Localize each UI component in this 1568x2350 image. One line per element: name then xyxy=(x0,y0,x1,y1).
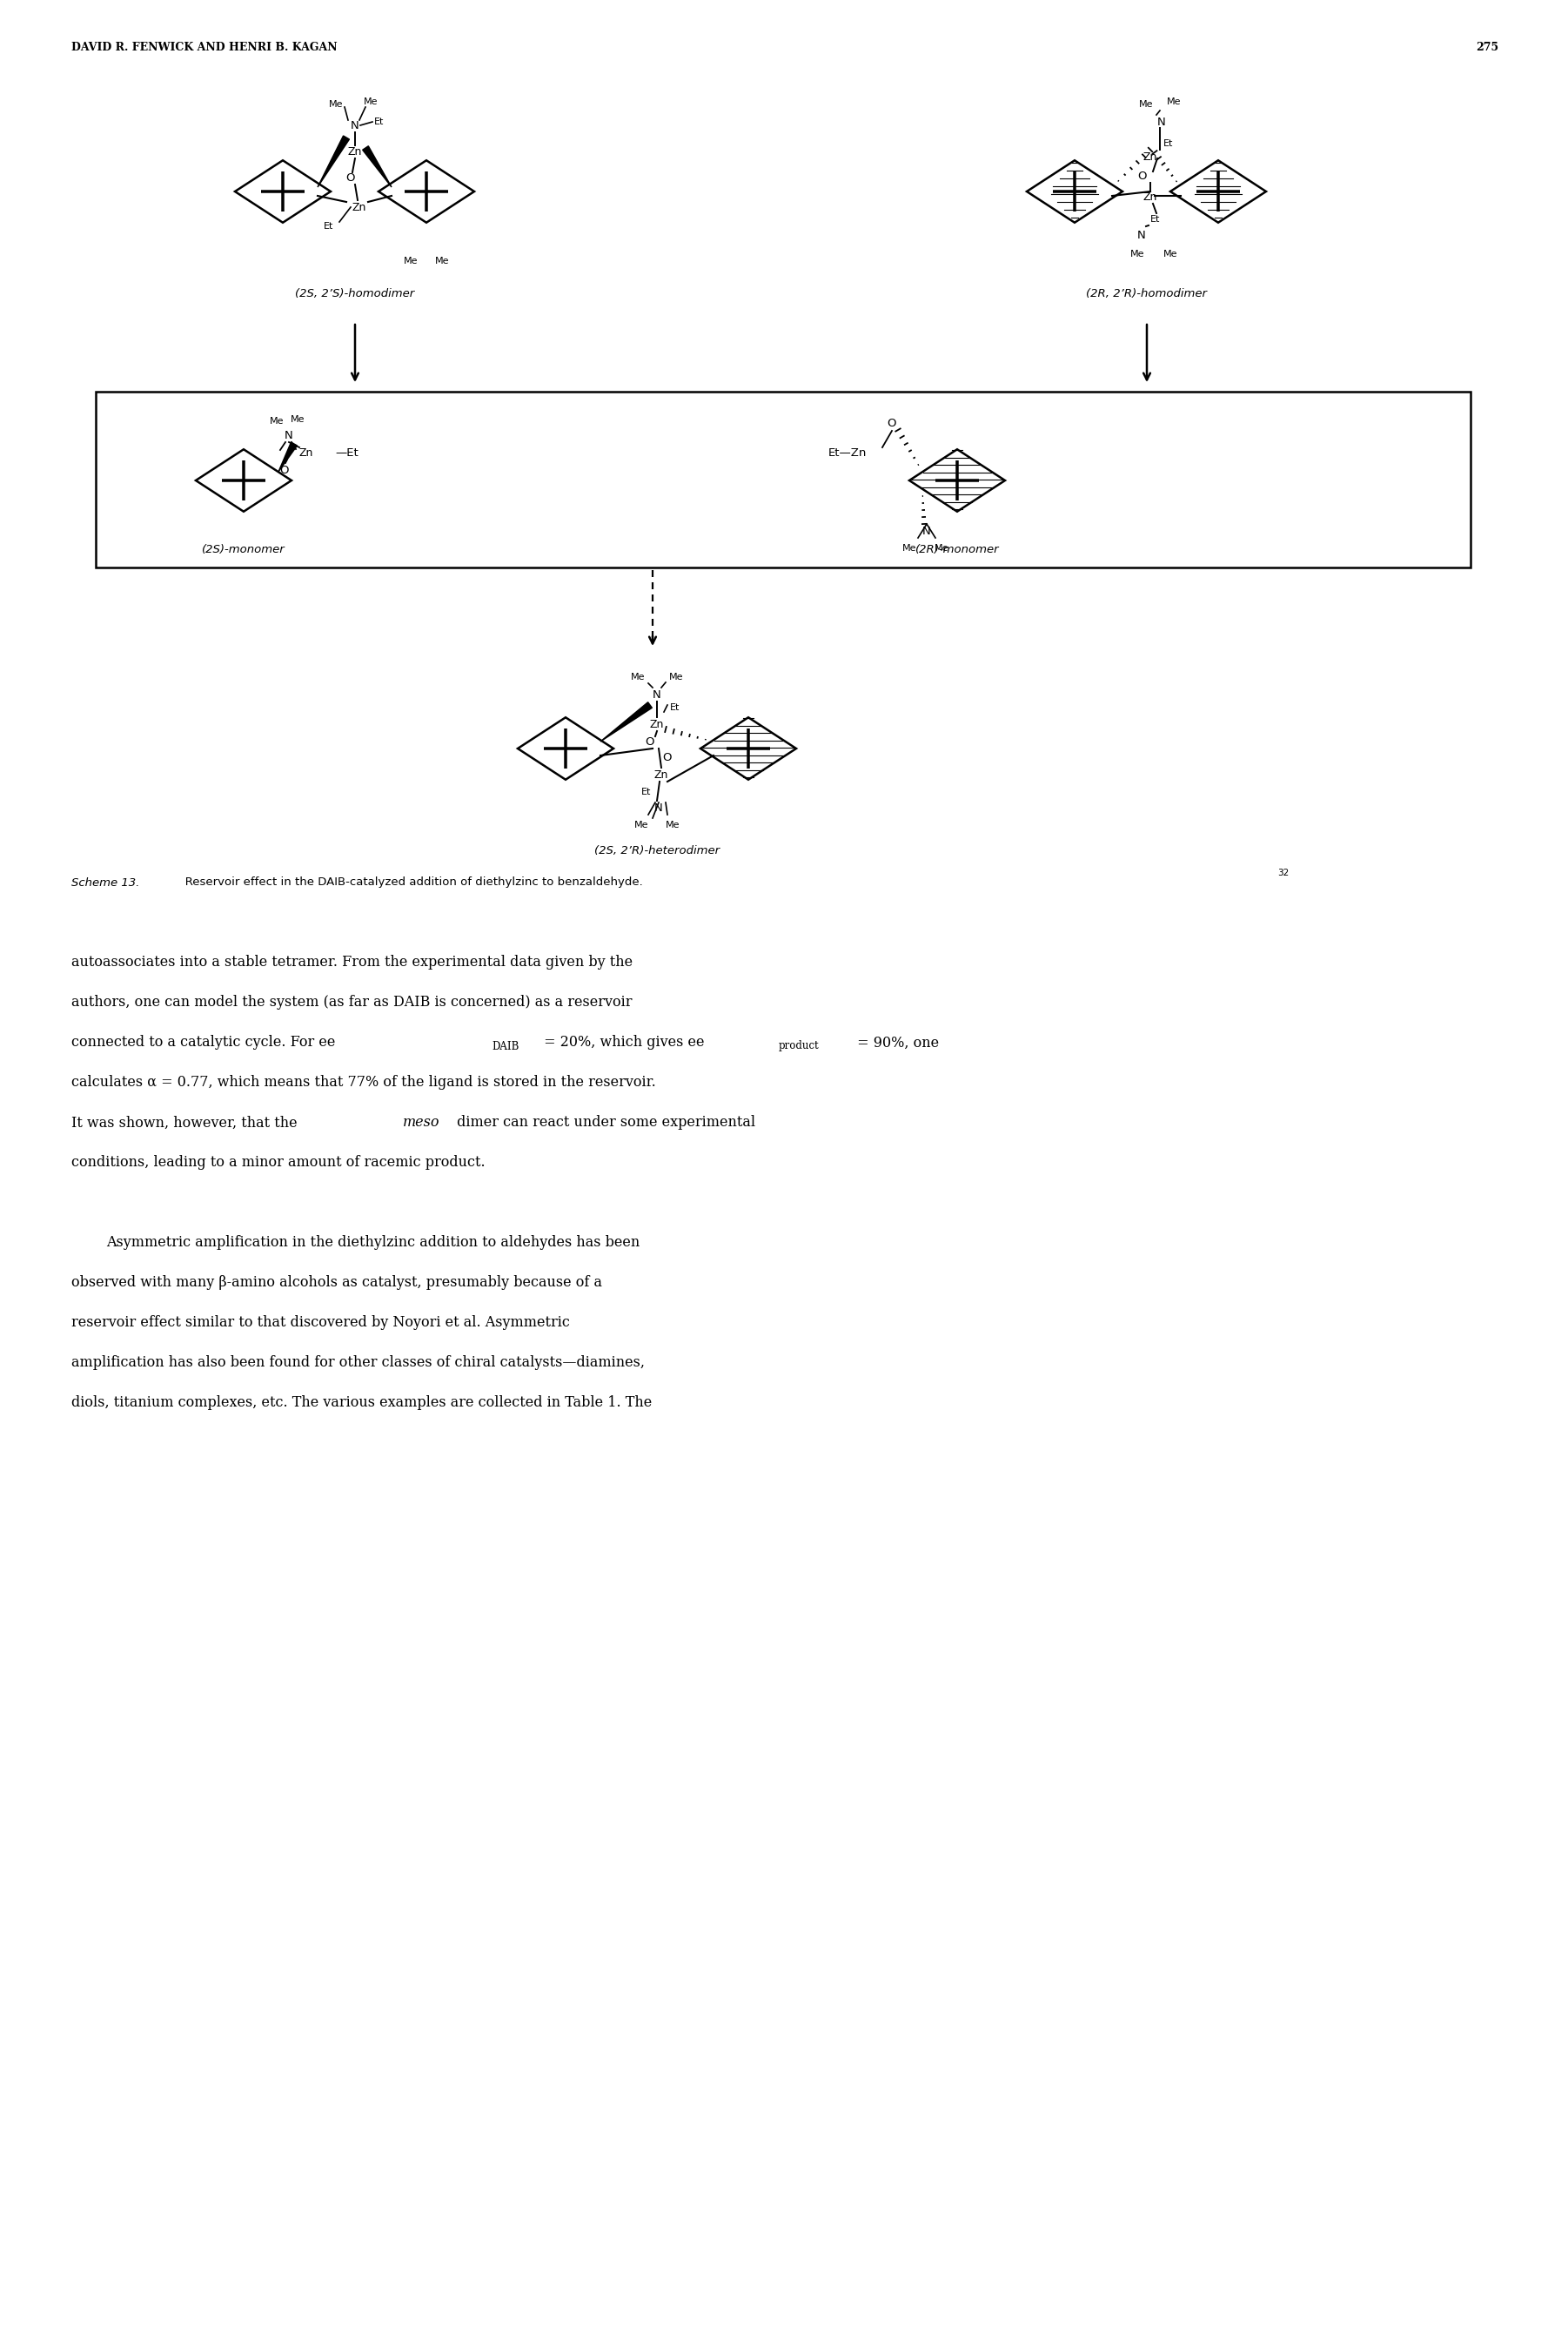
Text: Me: Me xyxy=(902,543,916,552)
Text: reservoir effect similar to that discovered by Noyori et al. Asymmetric: reservoir effect similar to that discove… xyxy=(72,1316,569,1330)
Text: Reservoir effect in the DAIB-catalyzed addition of diethylzinc to benzaldehyde.: Reservoir effect in the DAIB-catalyzed a… xyxy=(174,877,643,888)
Text: 32: 32 xyxy=(1278,870,1289,877)
Text: (2S, 2’S)-homodimer: (2S, 2’S)-homodimer xyxy=(295,287,414,298)
Text: N: N xyxy=(285,430,293,442)
Text: O: O xyxy=(279,465,289,475)
Text: N: N xyxy=(1137,230,1146,240)
Text: Me: Me xyxy=(1167,96,1181,106)
Text: Zn: Zn xyxy=(1143,193,1157,202)
Text: O: O xyxy=(663,752,673,764)
Text: N: N xyxy=(654,801,663,813)
Text: Me: Me xyxy=(633,820,649,830)
Text: It was shown, however, that the: It was shown, however, that the xyxy=(72,1116,301,1130)
Text: observed with many β-amino alcohols as catalyst, presumably because of a: observed with many β-amino alcohols as c… xyxy=(72,1276,602,1290)
Text: authors, one can model the system (as far as DAIB is concerned) as a reservoir: authors, one can model the system (as fa… xyxy=(72,996,632,1010)
Text: Zn: Zn xyxy=(649,719,665,731)
Text: Et: Et xyxy=(641,787,651,797)
Text: N: N xyxy=(1157,115,1167,127)
Text: Et: Et xyxy=(375,118,384,127)
Text: (2R)-monomer: (2R)-monomer xyxy=(916,545,999,555)
Text: amplification has also been found for other classes of chiral catalysts—diamines: amplification has also been found for ot… xyxy=(72,1356,644,1370)
Text: Zn: Zn xyxy=(353,202,367,214)
Text: Me: Me xyxy=(665,820,681,830)
Text: O: O xyxy=(1137,172,1146,183)
Text: Me: Me xyxy=(630,672,644,681)
Text: Me: Me xyxy=(364,96,378,106)
Text: connected to a catalytic cycle. For ee: connected to a catalytic cycle. For ee xyxy=(72,1036,336,1050)
Text: meso: meso xyxy=(403,1116,441,1130)
Polygon shape xyxy=(362,146,392,188)
Text: (2S, 2’R)-heterodimer: (2S, 2’R)-heterodimer xyxy=(594,846,720,858)
Text: O: O xyxy=(347,174,356,183)
Text: Me: Me xyxy=(290,416,304,423)
Text: Me: Me xyxy=(670,672,684,681)
Text: 275: 275 xyxy=(1475,42,1499,54)
Text: calculates α = 0.77, which means that 77% of the ligand is stored in the reservo: calculates α = 0.77, which means that 77… xyxy=(72,1076,655,1090)
Text: Zn: Zn xyxy=(654,768,668,780)
Text: N: N xyxy=(351,120,359,132)
Text: dimer can react under some experimental: dimer can react under some experimental xyxy=(453,1116,756,1130)
Text: N: N xyxy=(922,526,931,536)
Text: Scheme 13.: Scheme 13. xyxy=(72,877,140,888)
Bar xyxy=(96,392,1471,566)
Text: N: N xyxy=(652,689,662,700)
Text: Et: Et xyxy=(670,703,681,712)
Text: Et: Et xyxy=(1151,214,1160,223)
Text: diols, titanium complexes, etc. The various examples are collected in Table 1. T: diols, titanium complexes, etc. The vari… xyxy=(72,1396,652,1410)
Text: autoassociates into a stable tetramer. From the experimental data given by the: autoassociates into a stable tetramer. F… xyxy=(72,954,633,971)
Text: Asymmetric amplification in the diethylzinc addition to aldehydes has been: Asymmetric amplification in the diethylz… xyxy=(107,1236,640,1250)
Text: (2R, 2’R)-homodimer: (2R, 2’R)-homodimer xyxy=(1087,287,1207,298)
Text: Zn: Zn xyxy=(348,146,362,157)
Text: O: O xyxy=(646,736,654,747)
Text: Me: Me xyxy=(1131,249,1145,258)
Text: DAVID R. FENWICK AND HENRI B. KAGAN: DAVID R. FENWICK AND HENRI B. KAGAN xyxy=(72,42,337,54)
Text: Et: Et xyxy=(325,221,334,230)
Text: Me: Me xyxy=(1163,249,1178,258)
Text: —Et: —Et xyxy=(336,446,358,458)
Text: = 20%, which gives ee: = 20%, which gives ee xyxy=(539,1036,704,1050)
Text: Me: Me xyxy=(403,256,419,266)
Text: Me: Me xyxy=(329,101,343,108)
Text: Me: Me xyxy=(1138,101,1152,108)
Text: (2S)-monomer: (2S)-monomer xyxy=(202,545,285,555)
Polygon shape xyxy=(279,442,298,472)
Text: Et—Zn: Et—Zn xyxy=(828,446,867,458)
Polygon shape xyxy=(601,703,652,743)
Text: O: O xyxy=(887,418,897,430)
Text: DAIB: DAIB xyxy=(492,1041,519,1053)
Text: Me: Me xyxy=(270,416,284,425)
Text: Zn: Zn xyxy=(1143,150,1157,162)
Text: Me: Me xyxy=(935,543,949,552)
Text: Me: Me xyxy=(434,256,448,266)
Text: Et: Et xyxy=(1163,139,1173,148)
Text: Zn: Zn xyxy=(299,446,314,458)
Text: product: product xyxy=(779,1041,820,1053)
Polygon shape xyxy=(318,136,350,188)
Text: conditions, leading to a minor amount of racemic product.: conditions, leading to a minor amount of… xyxy=(72,1156,485,1170)
Text: = 90%, one: = 90%, one xyxy=(853,1036,939,1050)
